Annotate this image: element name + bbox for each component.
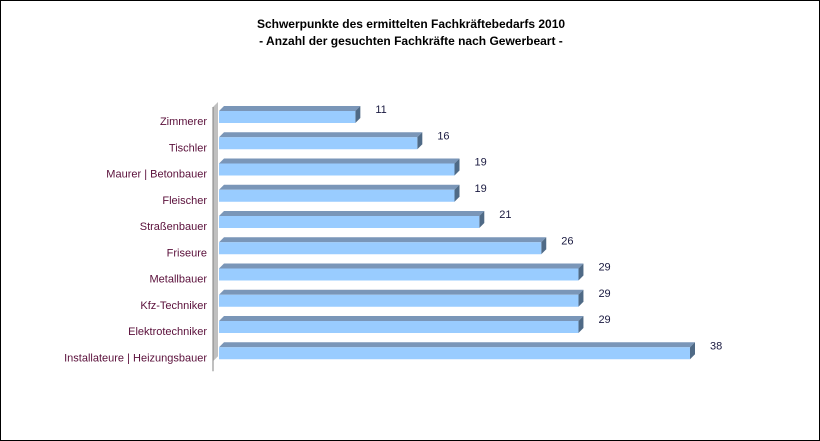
axis-wall (213, 102, 218, 362)
bar (219, 163, 455, 176)
chart-title: Schwerpunkte des ermittelten Fachkräfteb… (256, 17, 566, 31)
bar (219, 347, 690, 360)
bar-top (219, 184, 460, 190)
bar (219, 189, 455, 202)
category-label: Installateure | Heizungsbauer (64, 352, 207, 364)
bar-top (219, 211, 485, 216)
bar-side (454, 184, 460, 202)
bar (219, 137, 418, 150)
bar (219, 242, 542, 255)
value-label: 19 (475, 157, 487, 169)
value-label: 26 (561, 235, 573, 247)
bar-top (219, 158, 460, 164)
bar (219, 268, 579, 281)
category-label: Fleischer (162, 195, 207, 207)
bar-side (578, 316, 584, 333)
bar-top (219, 132, 423, 138)
value-label: 16 (437, 130, 449, 142)
category-label: Metallbauer (150, 274, 208, 286)
bar-top (219, 106, 361, 111)
value-label: 29 (598, 262, 610, 274)
value-label: 38 (710, 340, 722, 352)
bar-side (541, 237, 547, 255)
bar-top (219, 237, 547, 243)
bar-side (417, 132, 423, 150)
value-label: 29 (598, 314, 610, 326)
bar-top (219, 289, 584, 295)
bar (219, 111, 356, 123)
value-label: 19 (475, 183, 487, 195)
value-label: 11 (375, 104, 386, 116)
category-label: Straßenbauer (140, 221, 208, 233)
bar-side (479, 211, 485, 228)
category-label: Zimmerer (160, 116, 207, 128)
value-label: 29 (598, 288, 610, 300)
bar-side (578, 289, 584, 307)
bar-top (219, 342, 695, 348)
bar-top (219, 316, 584, 321)
category-label: Friseure (167, 247, 207, 259)
bar-side (355, 106, 361, 123)
category-label: Elektrotechniker (128, 326, 207, 338)
category-label: Kfz-Techniker (140, 300, 207, 312)
chart-subtitle: - Anzahl der gesuchten Fachkräfte nach G… (259, 34, 563, 48)
bar-side (454, 158, 460, 176)
bar-side (690, 342, 695, 360)
category-label: Tischler (169, 142, 207, 154)
bar-top (219, 263, 584, 269)
bar-side (578, 263, 584, 281)
bar (219, 294, 579, 307)
bar (219, 321, 579, 333)
value-label: 21 (499, 209, 511, 221)
bar (219, 216, 480, 228)
category-label: Maurer | Betonbauer (106, 169, 207, 181)
